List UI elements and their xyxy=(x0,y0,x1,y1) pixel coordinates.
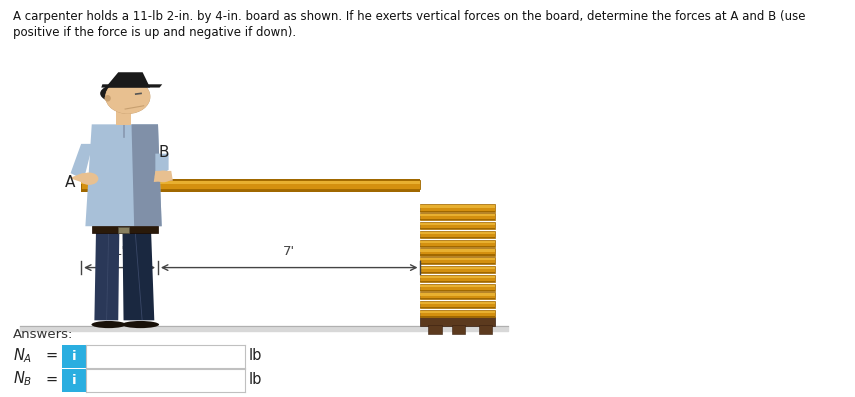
Bar xyxy=(421,219,495,220)
Bar xyxy=(81,180,421,189)
Bar xyxy=(421,249,495,252)
Text: lb: lb xyxy=(249,348,262,363)
Bar xyxy=(421,249,495,256)
Polygon shape xyxy=(132,124,162,226)
Bar xyxy=(421,272,495,273)
Polygon shape xyxy=(86,124,162,226)
Polygon shape xyxy=(105,72,150,88)
Bar xyxy=(115,111,132,125)
Ellipse shape xyxy=(105,80,150,114)
Text: Answers:: Answers: xyxy=(13,328,74,341)
Bar xyxy=(421,254,495,256)
Polygon shape xyxy=(71,144,93,180)
Bar xyxy=(421,302,495,304)
Bar xyxy=(421,231,495,238)
Bar xyxy=(421,307,495,308)
Bar xyxy=(421,293,495,295)
Bar xyxy=(428,325,442,334)
Text: $N_B$: $N_B$ xyxy=(13,370,32,389)
Bar xyxy=(421,275,495,282)
Ellipse shape xyxy=(105,80,150,114)
Bar xyxy=(421,258,495,260)
Bar xyxy=(421,206,495,208)
Bar xyxy=(421,311,495,313)
Text: 7': 7' xyxy=(283,245,295,258)
Bar xyxy=(421,210,495,212)
Bar xyxy=(421,213,495,220)
Text: A carpenter holds a 11-lb 2-in. by 4-in. board as shown. If he exerts vertical f: A carpenter holds a 11-lb 2-in. by 4-in.… xyxy=(13,10,805,23)
Bar xyxy=(421,222,495,229)
Bar xyxy=(479,325,492,334)
Text: positive if the force is up and negative if down).: positive if the force is up and negative… xyxy=(13,26,296,39)
Bar xyxy=(421,228,495,229)
Bar xyxy=(421,232,495,234)
Bar xyxy=(421,266,495,273)
Ellipse shape xyxy=(122,321,159,328)
Bar xyxy=(421,241,495,243)
Bar xyxy=(421,204,495,212)
Bar xyxy=(421,316,495,317)
Bar xyxy=(421,292,495,299)
Text: lb: lb xyxy=(249,372,262,387)
Ellipse shape xyxy=(91,321,126,328)
Text: =: = xyxy=(45,372,57,387)
Text: B: B xyxy=(158,145,168,160)
Bar xyxy=(421,263,495,264)
Bar xyxy=(421,317,495,326)
Text: i: i xyxy=(72,374,76,387)
Bar xyxy=(421,310,495,317)
Bar xyxy=(91,226,158,233)
Text: 1': 1' xyxy=(114,245,126,258)
Ellipse shape xyxy=(100,83,147,104)
Ellipse shape xyxy=(155,171,172,182)
Ellipse shape xyxy=(104,95,111,102)
Polygon shape xyxy=(156,154,168,178)
Bar xyxy=(421,267,495,269)
Text: =: = xyxy=(45,348,57,363)
Text: i: i xyxy=(72,350,76,363)
Polygon shape xyxy=(69,173,91,183)
Polygon shape xyxy=(122,232,154,320)
Polygon shape xyxy=(154,171,173,182)
Bar xyxy=(421,214,495,216)
Bar xyxy=(421,281,495,282)
Polygon shape xyxy=(101,84,162,88)
Text: A: A xyxy=(64,175,74,191)
Bar xyxy=(421,290,495,291)
Bar xyxy=(421,246,495,247)
Text: $N_A$: $N_A$ xyxy=(13,346,32,365)
Bar xyxy=(81,181,421,184)
Ellipse shape xyxy=(80,173,98,185)
Bar xyxy=(421,237,495,238)
Bar xyxy=(421,285,495,287)
Bar xyxy=(421,301,495,308)
Bar xyxy=(452,325,465,334)
Bar xyxy=(421,239,495,247)
Bar xyxy=(421,283,495,291)
Bar xyxy=(118,227,129,233)
Bar xyxy=(81,179,421,192)
Bar xyxy=(421,223,495,225)
Polygon shape xyxy=(94,232,120,320)
Bar xyxy=(421,257,495,264)
Bar xyxy=(421,276,495,278)
